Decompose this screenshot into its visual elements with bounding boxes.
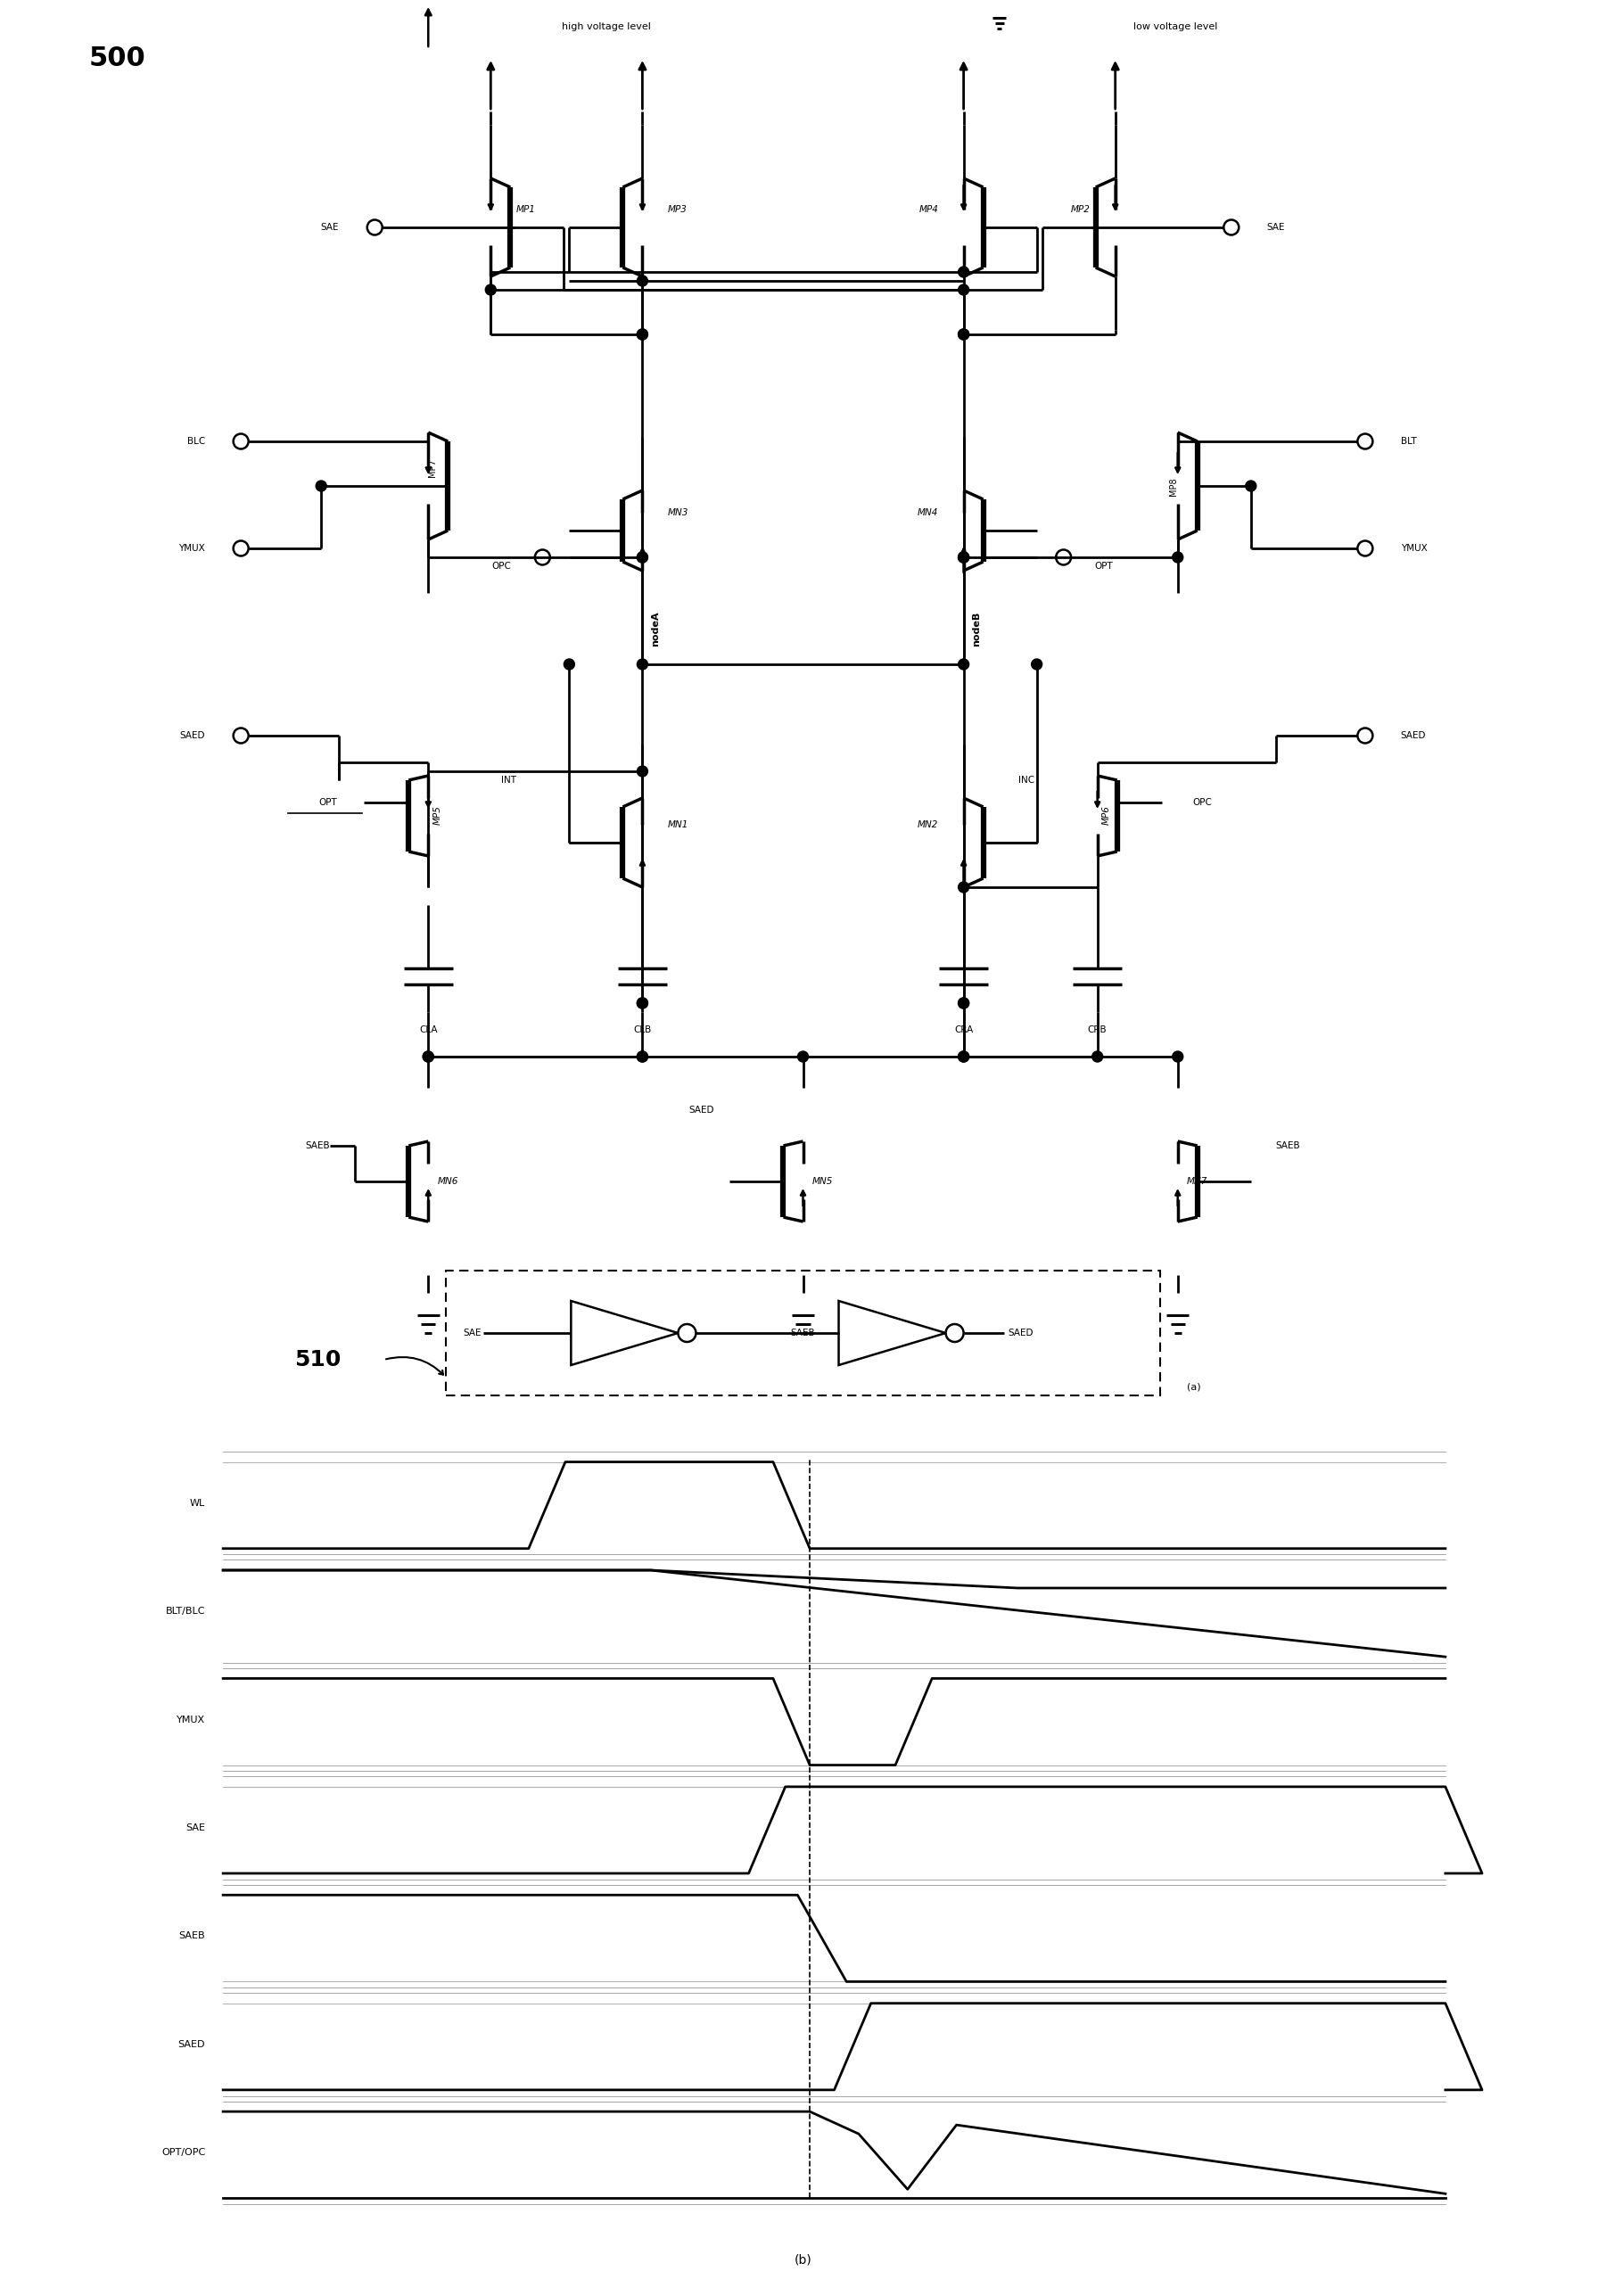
Text: MN6: MN6 [437, 1178, 458, 1187]
Text: CLA: CLA [419, 1026, 437, 1033]
Text: MN1: MN1 [668, 820, 689, 829]
Text: YMUX: YMUX [177, 1715, 206, 1724]
Text: SAED: SAED [689, 1107, 713, 1114]
Circle shape [1092, 1052, 1103, 1063]
Circle shape [638, 1052, 647, 1063]
Text: OPT/OPC: OPT/OPC [161, 2149, 206, 2158]
Circle shape [959, 328, 968, 340]
Text: (b): (b) [795, 2255, 811, 2266]
Circle shape [422, 1052, 434, 1063]
Text: SAED: SAED [1400, 730, 1426, 739]
Circle shape [485, 285, 496, 296]
Circle shape [1246, 480, 1256, 491]
Text: SAE: SAE [321, 223, 339, 232]
Circle shape [638, 551, 647, 563]
Text: OPC: OPC [1193, 799, 1213, 806]
Text: SAEB: SAEB [305, 1141, 331, 1150]
Text: MP8: MP8 [1169, 478, 1177, 496]
Circle shape [959, 285, 968, 296]
Text: MN7: MN7 [1187, 1178, 1208, 1187]
Text: MP4: MP4 [919, 204, 938, 214]
Text: INT: INT [501, 776, 516, 785]
Circle shape [798, 1052, 808, 1063]
Text: SAED: SAED [180, 730, 206, 739]
Text: MN2: MN2 [917, 820, 938, 829]
Text: SAED: SAED [1009, 1329, 1034, 1339]
Circle shape [422, 1052, 434, 1063]
Text: YMUX: YMUX [178, 544, 206, 553]
Circle shape [564, 659, 575, 670]
Text: MP7: MP7 [429, 459, 437, 478]
Text: 510: 510 [294, 1350, 340, 1371]
Text: CLB: CLB [633, 1026, 652, 1033]
Text: nodeA: nodeA [652, 611, 660, 647]
Text: CRA: CRA [954, 1026, 973, 1033]
FancyArrowPatch shape [385, 1357, 443, 1375]
Text: high voltage level: high voltage level [562, 23, 650, 32]
Circle shape [959, 659, 968, 670]
Circle shape [638, 659, 647, 670]
Circle shape [959, 266, 968, 278]
Text: MP5: MP5 [432, 806, 442, 824]
Text: low voltage level: low voltage level [1134, 23, 1217, 32]
Circle shape [1172, 1052, 1184, 1063]
Circle shape [638, 767, 647, 776]
Circle shape [959, 999, 968, 1008]
Text: SAE: SAE [1267, 223, 1285, 232]
Text: SAE: SAE [186, 1823, 206, 1832]
Text: MP2: MP2 [1071, 204, 1090, 214]
Circle shape [638, 999, 647, 1008]
Text: SAEB: SAEB [790, 1329, 816, 1339]
Circle shape [959, 882, 968, 893]
Text: INC: INC [1018, 776, 1034, 785]
Text: BLT: BLT [1400, 436, 1416, 445]
Text: MN5: MN5 [813, 1178, 834, 1187]
Circle shape [638, 328, 647, 340]
Text: OPC: OPC [491, 563, 511, 572]
Circle shape [638, 999, 647, 1008]
Text: WL: WL [190, 1499, 206, 1508]
Circle shape [638, 1052, 647, 1063]
Circle shape [959, 551, 968, 563]
Text: SAEB: SAEB [178, 1931, 206, 1940]
Circle shape [1031, 659, 1042, 670]
Circle shape [1172, 551, 1184, 563]
Text: MP3: MP3 [668, 204, 687, 214]
Circle shape [638, 328, 647, 340]
Circle shape [959, 1052, 968, 1063]
Circle shape [316, 480, 326, 491]
Text: SAEB: SAEB [1275, 1141, 1301, 1150]
Text: OPT: OPT [1095, 563, 1113, 572]
Text: MN3: MN3 [668, 507, 689, 517]
Circle shape [959, 999, 968, 1008]
Text: MP6: MP6 [1102, 806, 1111, 824]
Text: SAED: SAED [178, 2039, 206, 2048]
Text: nodeB: nodeB [973, 611, 981, 647]
Text: MP1: MP1 [516, 204, 535, 214]
Circle shape [638, 551, 647, 563]
Text: BLC: BLC [188, 436, 206, 445]
Circle shape [959, 328, 968, 340]
Text: CRB: CRB [1087, 1026, 1107, 1033]
Circle shape [959, 1052, 968, 1063]
Circle shape [959, 551, 968, 563]
Text: OPT: OPT [318, 799, 337, 806]
Text: MN4: MN4 [917, 507, 938, 517]
Text: (a): (a) [1187, 1382, 1201, 1391]
Circle shape [959, 551, 968, 563]
Text: BLT/BLC: BLT/BLC [165, 1607, 206, 1616]
Text: 500: 500 [90, 46, 146, 71]
Text: SAE: SAE [464, 1329, 482, 1339]
Circle shape [638, 276, 647, 287]
Text: YMUX: YMUX [1400, 544, 1428, 553]
